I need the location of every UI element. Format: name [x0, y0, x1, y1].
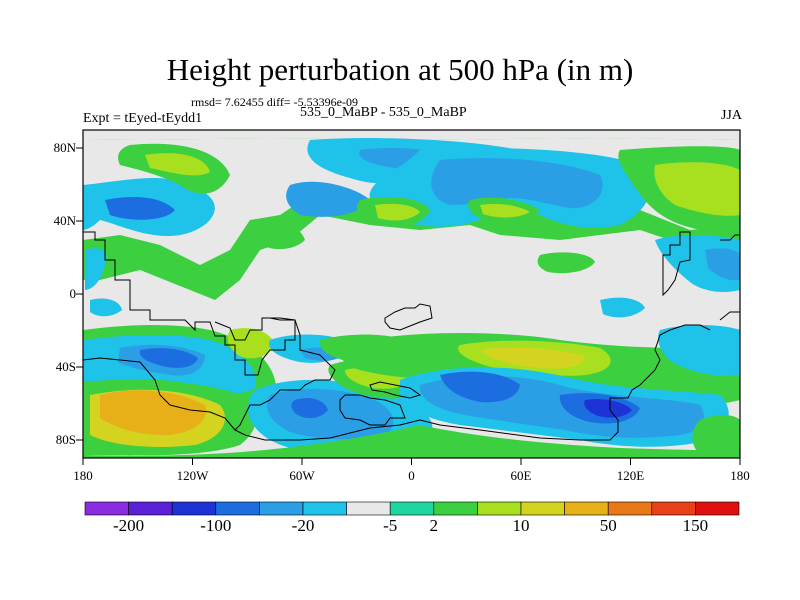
colorbar-swatch-1 [84, 501, 129, 516]
colorbar-label: -20 [291, 516, 315, 535]
experiment-label: Expt = tEyed-tEydd1 [83, 111, 203, 126]
x-tick-label: 120E [616, 468, 645, 483]
coastlines [83, 231, 740, 441]
x-tick-label: 120W [176, 468, 209, 483]
colorbar-swatch-13 [607, 501, 653, 516]
colorbar-label: -5 [383, 516, 398, 535]
colorbar-swatch-9 [433, 501, 478, 516]
y-tick-label: 80S [55, 432, 76, 447]
colorbar-swatch-5 [259, 501, 304, 516]
colorbar-swatch-10 [477, 501, 522, 516]
x-tick-label: 60E [510, 468, 532, 483]
season-label: JJA [720, 108, 742, 123]
colorbar-label: -100 [200, 516, 232, 535]
colorbar-swatch-11 [520, 501, 565, 516]
colorbar [84, 501, 740, 516]
center-label: 535_0_MaBP - 535_0_MaBP [300, 105, 467, 120]
colorbar-label: 2 [429, 516, 439, 535]
y-tick-label: 80N [53, 140, 76, 155]
plot-title: Height perturbation at 500 hPa (in m) [166, 52, 634, 87]
colorbar-label: 150 [682, 516, 709, 535]
colorbar-swatch-6 [302, 501, 347, 516]
y-tick-label: 40N [53, 213, 76, 228]
colorbar-label: -200 [113, 516, 145, 535]
colorbar-swatch-2 [128, 501, 173, 516]
x-tick-label: 180 [730, 468, 750, 483]
x-tick-label: 60W [289, 468, 315, 483]
y-tick-label: 40S [55, 359, 76, 374]
colorbar-swatch-7 [346, 501, 391, 516]
x-tick-label: 180 [73, 468, 93, 483]
colorbar-label: 50 [599, 516, 617, 535]
stats-label: rmsd= 7.62455 diff= -5.53396e-09 [191, 95, 358, 109]
y-tick-label: 0 [69, 286, 77, 301]
colorbar-swatch-15 [695, 501, 740, 516]
colorbar-swatch-12 [564, 501, 609, 516]
colorbar-swatch-4 [215, 501, 260, 516]
colorbar-swatch-3 [171, 501, 217, 516]
colorbar-swatch-8 [389, 501, 435, 516]
colorbar-swatch-14 [651, 501, 696, 516]
colorbar-label: 10 [512, 516, 530, 535]
map-frame [76, 129, 741, 465]
contour-field [83, 130, 740, 458]
x-tick-label: 0 [408, 468, 415, 483]
